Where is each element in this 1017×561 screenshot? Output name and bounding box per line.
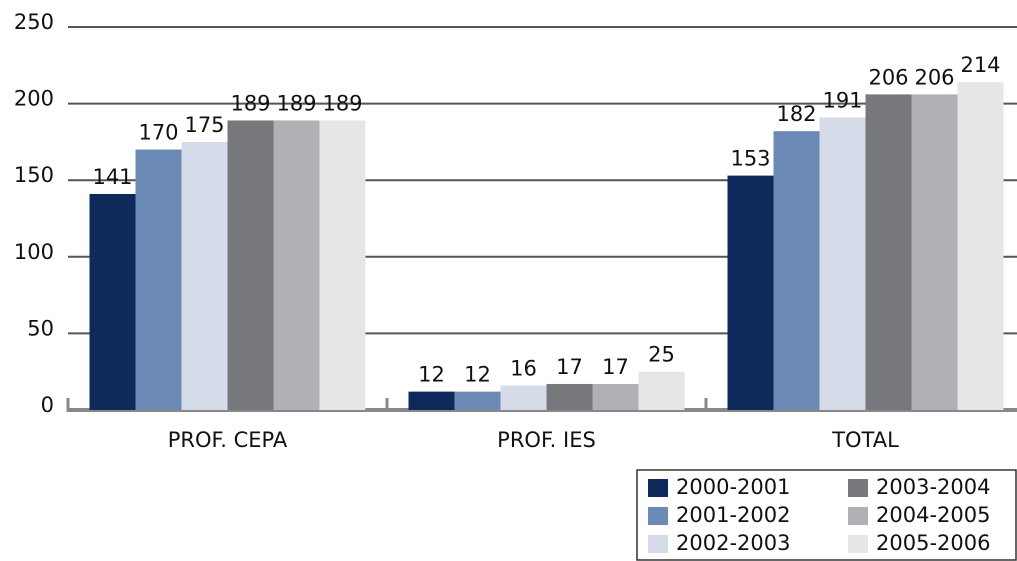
data-label: 206 — [914, 65, 954, 89]
bar — [408, 391, 455, 410]
y-tick-label: 250 — [14, 10, 54, 34]
legend-swatch — [648, 507, 668, 525]
bar — [911, 94, 958, 411]
bar — [273, 120, 320, 411]
bar — [319, 120, 366, 411]
x-tick-label: PROF. IES — [497, 428, 596, 452]
y-tick-label: 200 — [14, 87, 54, 111]
y-tick-label: 50 — [27, 316, 54, 340]
bar — [500, 385, 547, 410]
bar — [89, 193, 136, 410]
y-tick-label: 0 — [41, 393, 54, 417]
legend-swatch — [848, 479, 868, 497]
data-label: 141 — [92, 165, 132, 189]
data-label: 17 — [602, 355, 629, 379]
bar — [865, 94, 912, 411]
bar — [135, 149, 182, 410]
legend-box — [636, 469, 1017, 561]
legend-label: 2005-2006 — [876, 531, 990, 555]
data-label: 214 — [960, 53, 1000, 77]
legend-swatch — [648, 535, 668, 553]
bar — [727, 175, 774, 410]
x-tick-label: PROF. CEPA — [168, 428, 288, 452]
data-label: 189 — [322, 91, 362, 115]
legend-label: 2003-2004 — [876, 475, 990, 499]
data-label: 189 — [230, 91, 270, 115]
legend-label: 2002-2003 — [676, 531, 790, 555]
bar — [181, 141, 228, 410]
bar — [957, 82, 1004, 410]
legend-swatch — [848, 535, 868, 553]
legend-label: 2001-2002 — [676, 503, 790, 527]
data-label: 12 — [418, 363, 445, 387]
data-label: 16 — [510, 356, 537, 380]
bar — [773, 131, 820, 410]
data-label: 12 — [464, 363, 491, 387]
bar — [819, 117, 866, 410]
data-label: 189 — [276, 91, 316, 115]
data-label: 191 — [822, 88, 862, 112]
legend-swatch — [648, 479, 668, 497]
bar — [454, 391, 501, 410]
bar — [592, 383, 639, 410]
data-label: 182 — [776, 102, 816, 126]
data-label: 170 — [138, 121, 178, 145]
data-label: 17 — [556, 355, 583, 379]
data-label: 175 — [184, 113, 224, 137]
y-tick-label: 150 — [14, 163, 54, 187]
bar — [638, 371, 685, 410]
legend-label: 2000-2001 — [676, 475, 790, 499]
y-tick-label: 100 — [14, 240, 54, 264]
x-tick-label: TOTAL — [831, 428, 899, 452]
bar — [546, 383, 593, 410]
data-label: 25 — [648, 343, 675, 367]
legend-label: 2004-2005 — [876, 503, 990, 527]
data-label: 206 — [868, 65, 908, 89]
data-label: 153 — [730, 147, 770, 171]
bar — [227, 120, 274, 411]
legend-swatch — [848, 507, 868, 525]
